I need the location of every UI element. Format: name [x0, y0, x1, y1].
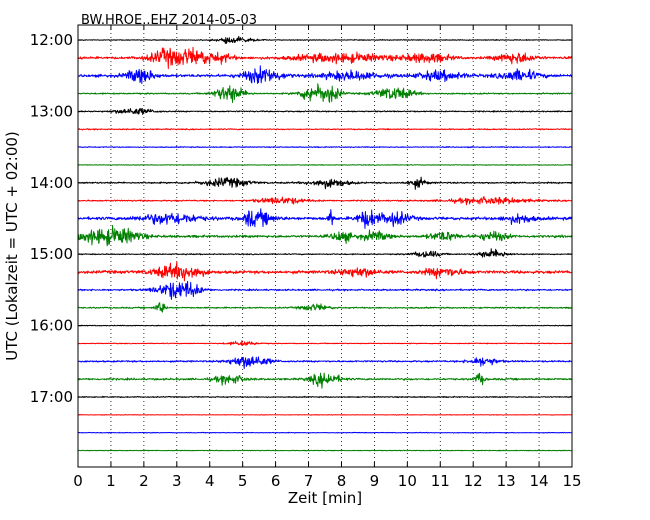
y-tick-label: 15:00	[30, 245, 73, 263]
trace-1200	[77, 35, 573, 44]
y-tick-label: 17:00	[30, 388, 73, 406]
trace-1630	[77, 356, 573, 369]
trace-1230	[77, 65, 573, 85]
x-tick-label: 9	[370, 472, 380, 490]
trace-1430	[77, 208, 573, 229]
y-tick-label: 13:00	[30, 102, 73, 120]
trace-1730	[77, 431, 573, 434]
chart-title: BW.HROE..EHZ 2014-05-03	[81, 13, 257, 28]
x-tick-label: 6	[271, 472, 281, 490]
x-tick-label: 15	[562, 472, 581, 490]
x-tick-label: 0	[73, 472, 83, 490]
x-tick-label: 14	[530, 472, 549, 490]
x-tick-label: 4	[205, 472, 215, 490]
trace-1645	[77, 372, 573, 389]
trace-1330	[77, 146, 573, 149]
x-tick-label: 11	[431, 472, 450, 490]
trace-1700	[77, 395, 573, 399]
x-tick-label: 12	[464, 472, 483, 490]
trace-1545	[77, 302, 573, 313]
trace-1415	[77, 196, 573, 206]
trace-1500	[77, 248, 573, 258]
axis-ticks: 0 1 2 3 4 5 6 7 8 9 10 11 12 13 14 1512:0013:0014:0015:…	[30, 25, 582, 490]
trace-1530	[77, 280, 573, 300]
x-tick-label: 10	[398, 472, 417, 490]
x-tick-label: 2	[139, 472, 149, 490]
y-tick-label: 12:00	[30, 31, 73, 49]
x-tick-label: 7	[304, 472, 314, 490]
trace-1615	[77, 340, 573, 346]
seismogram-traces	[77, 35, 573, 452]
trace-1345	[77, 164, 573, 166]
x-tick-label: 3	[172, 472, 182, 490]
trace-1315	[77, 128, 573, 131]
plot-frame	[77, 24, 573, 468]
trace-1715	[77, 414, 573, 416]
y-tick-label: 16:00	[30, 317, 73, 335]
trace-1245	[77, 83, 573, 103]
x-tick-label: 5	[238, 472, 248, 490]
x-axis-label: Zeit [min]	[288, 489, 362, 507]
x-tick-label: 13	[497, 472, 516, 490]
vertical-gridlines	[110, 25, 540, 467]
trace-1400	[77, 176, 573, 190]
y-axis-label: UTC (Lokalzeit = UTC + 02:00)	[3, 131, 21, 361]
trace-1215	[77, 46, 573, 70]
trace-1445	[77, 224, 573, 247]
y-tick-label: 14:00	[30, 174, 73, 192]
x-tick-label: 8	[337, 472, 347, 490]
trace-1745	[77, 449, 573, 452]
trace-1600	[77, 324, 573, 327]
x-tick-label: 1	[106, 472, 116, 490]
trace-1515	[77, 261, 573, 282]
trace-1300	[77, 107, 573, 115]
